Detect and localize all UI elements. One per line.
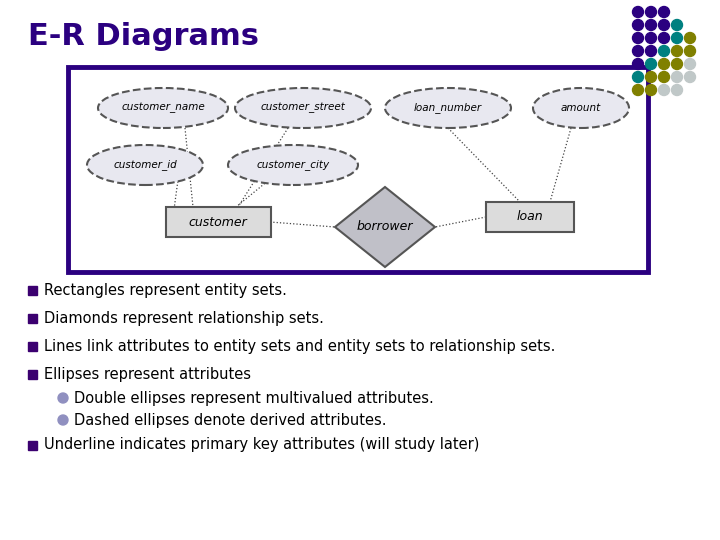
Circle shape xyxy=(646,19,657,30)
Text: amount: amount xyxy=(561,103,601,113)
Circle shape xyxy=(632,32,644,44)
Circle shape xyxy=(672,19,683,30)
FancyBboxPatch shape xyxy=(28,441,37,449)
FancyBboxPatch shape xyxy=(28,369,37,379)
Circle shape xyxy=(58,393,68,403)
FancyBboxPatch shape xyxy=(166,207,271,237)
Circle shape xyxy=(659,71,670,83)
Circle shape xyxy=(659,19,670,30)
Text: loan_number: loan_number xyxy=(414,103,482,113)
Text: customer: customer xyxy=(189,215,248,228)
Circle shape xyxy=(659,32,670,44)
Circle shape xyxy=(646,71,657,83)
Ellipse shape xyxy=(385,88,511,128)
Text: Diamonds represent relationship sets.: Diamonds represent relationship sets. xyxy=(44,310,324,326)
Circle shape xyxy=(632,45,644,57)
Text: loan: loan xyxy=(517,211,544,224)
Circle shape xyxy=(672,71,683,83)
Ellipse shape xyxy=(87,145,203,185)
Circle shape xyxy=(685,58,696,70)
Text: customer_name: customer_name xyxy=(121,103,205,113)
Circle shape xyxy=(632,84,644,96)
Circle shape xyxy=(659,84,670,96)
Ellipse shape xyxy=(228,145,358,185)
Circle shape xyxy=(632,58,644,70)
Circle shape xyxy=(659,58,670,70)
Ellipse shape xyxy=(533,88,629,128)
Text: customer_city: customer_city xyxy=(256,159,330,171)
Circle shape xyxy=(632,6,644,17)
Ellipse shape xyxy=(98,88,228,128)
FancyBboxPatch shape xyxy=(28,314,37,322)
Text: Lines link attributes to entity sets and entity sets to relationship sets.: Lines link attributes to entity sets and… xyxy=(44,339,555,354)
Polygon shape xyxy=(335,187,435,267)
Circle shape xyxy=(646,6,657,17)
Ellipse shape xyxy=(235,88,371,128)
Circle shape xyxy=(646,45,657,57)
Text: Double ellipses represent multivalued attributes.: Double ellipses represent multivalued at… xyxy=(74,390,433,406)
Text: Dashed ellipses denote derived attributes.: Dashed ellipses denote derived attribute… xyxy=(74,413,387,428)
Text: customer_id: customer_id xyxy=(113,159,177,171)
Circle shape xyxy=(646,84,657,96)
FancyBboxPatch shape xyxy=(28,286,37,294)
Circle shape xyxy=(685,71,696,83)
Text: Rectangles represent entity sets.: Rectangles represent entity sets. xyxy=(44,282,287,298)
Circle shape xyxy=(646,32,657,44)
Circle shape xyxy=(672,45,683,57)
Circle shape xyxy=(672,32,683,44)
FancyBboxPatch shape xyxy=(486,202,574,232)
Text: borrower: borrower xyxy=(356,220,413,233)
Circle shape xyxy=(685,45,696,57)
Circle shape xyxy=(632,71,644,83)
Circle shape xyxy=(659,45,670,57)
Text: customer_street: customer_street xyxy=(261,103,346,113)
Circle shape xyxy=(672,84,683,96)
Text: E-R Diagrams: E-R Diagrams xyxy=(28,22,259,51)
FancyBboxPatch shape xyxy=(28,341,37,350)
Circle shape xyxy=(672,58,683,70)
Circle shape xyxy=(632,19,644,30)
Text: Ellipses represent attributes: Ellipses represent attributes xyxy=(44,367,251,381)
Circle shape xyxy=(646,58,657,70)
Circle shape xyxy=(659,6,670,17)
FancyBboxPatch shape xyxy=(68,67,648,272)
Text: Underline indicates primary key attributes (will study later): Underline indicates primary key attribut… xyxy=(44,437,480,453)
Circle shape xyxy=(685,32,696,44)
Circle shape xyxy=(58,415,68,425)
